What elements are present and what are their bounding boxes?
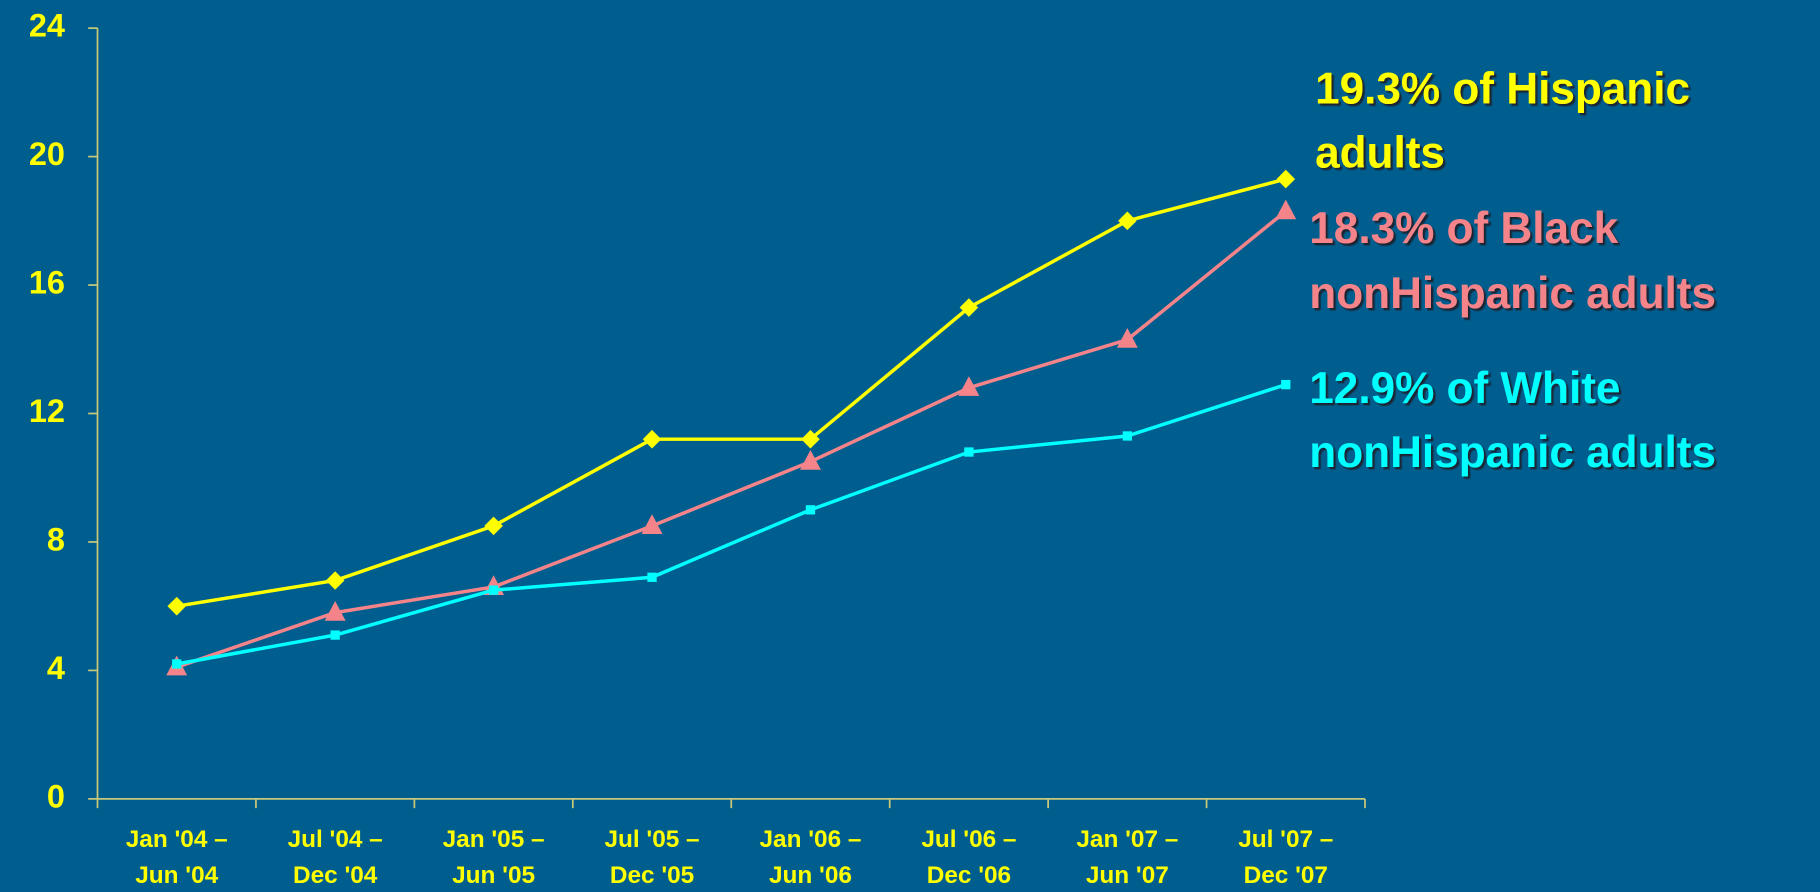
y-tick-label: 8	[47, 522, 65, 558]
x-tick-label: Dec '06	[927, 862, 1011, 889]
marker	[172, 659, 182, 669]
marker	[642, 429, 662, 449]
marker	[324, 600, 346, 621]
x-tick-label: Jun '07	[1086, 862, 1169, 889]
marker	[1116, 328, 1138, 348]
marker	[1281, 379, 1291, 390]
y-tick-label: 4	[47, 650, 65, 686]
marker	[1118, 211, 1137, 231]
x-tick-label: Jul '04 –	[288, 826, 383, 853]
series-annotation: 19.3% of Hispanic	[1315, 65, 1690, 114]
y-tick-label: 12	[29, 393, 65, 429]
marker	[1276, 169, 1296, 189]
marker	[800, 450, 821, 470]
marker	[488, 585, 499, 595]
marker	[959, 298, 979, 317]
y-tick-label: 24	[29, 8, 65, 44]
x-tick-label: Jul '05 –	[604, 826, 699, 853]
x-tick-label: Jun '06	[769, 862, 852, 889]
marker	[330, 630, 340, 640]
x-tick-label: Jan '06 –	[759, 826, 861, 853]
marker	[964, 447, 974, 457]
series-line	[176, 209, 1287, 669]
series-annotation: adults	[1315, 128, 1445, 177]
marker	[484, 516, 503, 536]
x-tick-label: Jan '07 –	[1076, 826, 1178, 853]
series-annotation: 12.9% of White	[1309, 364, 1620, 413]
x-tick-label: Jun '04	[135, 862, 218, 889]
series-line	[176, 177, 1287, 608]
marker	[641, 514, 663, 535]
marker	[167, 596, 187, 616]
marker	[958, 376, 980, 396]
x-tick-label: Jun '05	[452, 862, 535, 889]
series-annotation: nonHispanic adults	[1309, 428, 1716, 477]
series-line	[176, 382, 1287, 666]
series-annotation: 18.3% of Black	[1309, 204, 1618, 253]
marker	[801, 429, 820, 449]
x-tick-label: Jan '04 –	[126, 826, 228, 853]
x-tick-label: Jul '07 –	[1238, 826, 1333, 853]
x-tick-label: Dec '04	[293, 862, 378, 889]
y-tick-label: 16	[29, 265, 65, 301]
series-annotation: nonHispanic adults	[1309, 269, 1716, 318]
marker	[647, 572, 657, 582]
x-tick-label: Jan '05 –	[443, 826, 545, 853]
marker	[1275, 199, 1297, 220]
y-tick-label: 0	[47, 778, 65, 814]
x-tick-label: Dec '05	[610, 862, 694, 889]
marker	[1122, 431, 1132, 441]
x-tick-label: Dec '07	[1244, 862, 1328, 889]
marker	[805, 505, 816, 515]
y-tick-label: 20	[29, 136, 65, 172]
x-tick-label: Jul '06 –	[921, 826, 1016, 853]
